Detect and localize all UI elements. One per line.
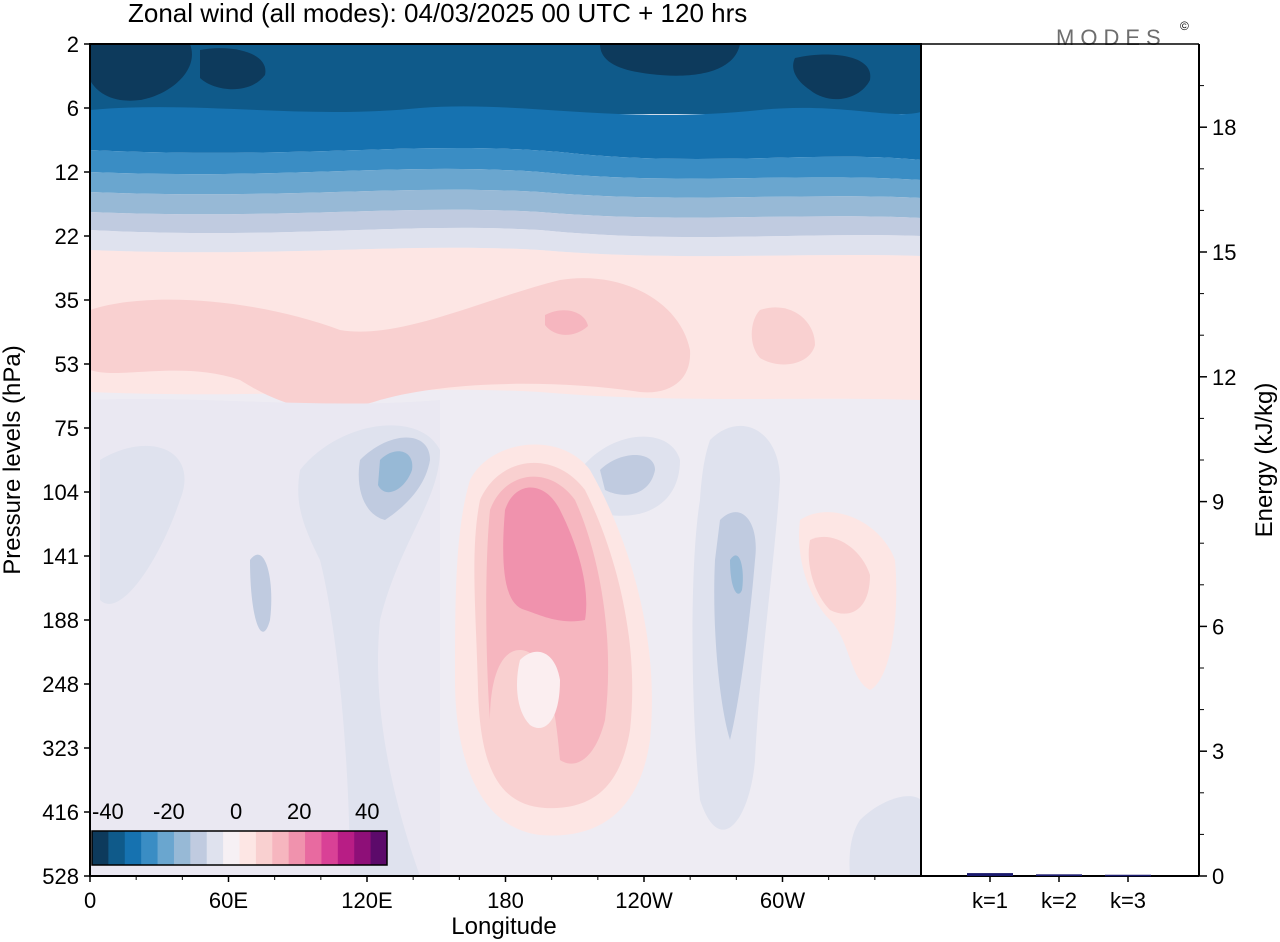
westerly-patch-mid: [90, 278, 691, 410]
colorbar-cells: [92, 831, 388, 865]
energy-tick-label: 12: [1212, 365, 1236, 390]
colorbar-cell: [206, 831, 224, 865]
band-easterly-6: [90, 227, 921, 257]
x-tick-label: 180: [487, 888, 524, 913]
colorbar-label-4: 40: [355, 799, 379, 824]
energy-category-label: k=1: [972, 888, 1008, 913]
band-easterly-3: [90, 168, 921, 198]
energy-category-label: k=2: [1041, 888, 1077, 913]
easterly-core-1b: [378, 451, 413, 493]
zonal-wind-heatmap: [90, 44, 921, 876]
dark-patch-1: [90, 44, 192, 101]
colorbar-cell: [124, 831, 142, 865]
colorbar-label-2: 0: [230, 799, 242, 824]
energy-axis-label: Energy (kJ/kg): [1251, 383, 1278, 538]
y-tick-label: 528: [42, 864, 79, 889]
colorbar-cell: [337, 831, 355, 865]
logo-mark: ©: [1180, 19, 1189, 33]
colorbar-cell: [354, 831, 372, 865]
y-tick-label: 188: [42, 608, 79, 633]
modes-logo: MODES ©: [1056, 19, 1189, 50]
dark-patch-4: [793, 54, 871, 100]
x-axis-label: Longitude: [451, 913, 556, 940]
colorbar-cell: [288, 831, 306, 865]
x-tick-label: 0: [84, 888, 96, 913]
y-tick-label: 6: [67, 96, 79, 121]
energy-tick-label: 15: [1212, 240, 1236, 265]
y-tick-label: 53: [55, 352, 79, 377]
easterly-thin: [250, 554, 272, 632]
colorbar-cell: [141, 831, 159, 865]
energy-panel: k=1 k=2 k=3 0 3 6 9 12 15 18 Energy (kJ/kg): [921, 43, 1278, 913]
colorbar-cell: [255, 831, 273, 865]
colorbar-label-0: -40: [92, 799, 124, 824]
logo-text: MODES: [1056, 25, 1167, 50]
y-tick-label: 323: [42, 736, 79, 761]
colorbar-cell: [190, 831, 208, 865]
y-tick-label: 104: [42, 480, 79, 505]
energy-bar: [967, 873, 1013, 876]
colorbar-cell: [92, 831, 109, 865]
y-tick-label: 416: [42, 800, 79, 825]
band-easterly-1: [90, 106, 921, 160]
energy-y-axis: 0 3 6 9 12 15 18: [1199, 85, 1236, 889]
easterly-core-3b: [730, 555, 743, 594]
y-tick-label: 35: [55, 288, 79, 313]
colorbar-cell: [272, 831, 290, 865]
colorbar: -40 -20 0 20 40: [91, 799, 388, 866]
weak-easterly-2: [298, 425, 440, 876]
band-easterly-4: [90, 189, 921, 218]
y-tick-label: 2: [67, 32, 79, 57]
chart-title: Zonal wind (all modes): 04/03/2025 00 UT…: [128, 0, 747, 28]
colorbar-cell: [321, 831, 339, 865]
east-westerly-2: [808, 536, 870, 614]
colorbar-label-1: -20: [153, 799, 185, 824]
colorbar-cell: [239, 831, 257, 865]
colorbar-cell: [370, 831, 388, 865]
jet-core: [503, 487, 587, 622]
westerly-patch-east: [751, 307, 815, 365]
band-easterly-5: [90, 209, 921, 238]
easterly-core-2: [600, 455, 655, 495]
dark-patch-3: [600, 44, 740, 76]
energy-category-label: k=3: [1110, 888, 1146, 913]
x-tick-label: 120E: [341, 888, 392, 913]
heatmap-y-axis: 2 6 12 22 35 53 75 104 141 188 248 323 416 528: [42, 32, 90, 889]
y-tick-label: 22: [55, 224, 79, 249]
heatmap-x-axis: 0 60E 120E 180 120W 60W: [84, 876, 876, 913]
weak-easterly-1: [100, 445, 185, 604]
energy-bar: [1105, 874, 1151, 877]
colorbar-cell: [223, 831, 240, 865]
colorbar-cell: [108, 831, 126, 865]
x-tick-label: 60W: [760, 888, 805, 913]
y-tick-label: 12: [55, 160, 79, 185]
energy-bars: k=1 k=2 k=3: [967, 873, 1151, 913]
colorbar-cell: [173, 831, 191, 865]
energy-tick-label: 0: [1212, 864, 1224, 889]
energy-bar: [1036, 874, 1082, 876]
jet-hole: [517, 651, 560, 728]
y-tick-label: 248: [42, 672, 79, 697]
westerly-patch-small: [545, 310, 588, 335]
energy-tick-label: 18: [1212, 115, 1236, 140]
colorbar-frame: [91, 830, 388, 866]
weak-easterly-5: [849, 796, 921, 876]
energy-tick-label: 9: [1212, 490, 1224, 515]
dark-patch-2: [200, 48, 266, 90]
y-axis-label: Pressure levels (hPa): [0, 345, 26, 574]
band-easterly-2: [90, 148, 921, 180]
energy-tick-label: 6: [1212, 614, 1224, 639]
x-tick-label: 120W: [615, 888, 673, 913]
y-tick-label: 141: [42, 544, 79, 569]
colorbar-cell: [305, 831, 322, 865]
colorbar-cell: [157, 831, 175, 865]
x-tick-label: 60E: [209, 888, 248, 913]
energy-tick-label: 3: [1212, 739, 1224, 764]
easterly-core-3: [714, 512, 756, 740]
colorbar-label-3: 20: [287, 799, 311, 824]
y-tick-label: 75: [55, 416, 79, 441]
